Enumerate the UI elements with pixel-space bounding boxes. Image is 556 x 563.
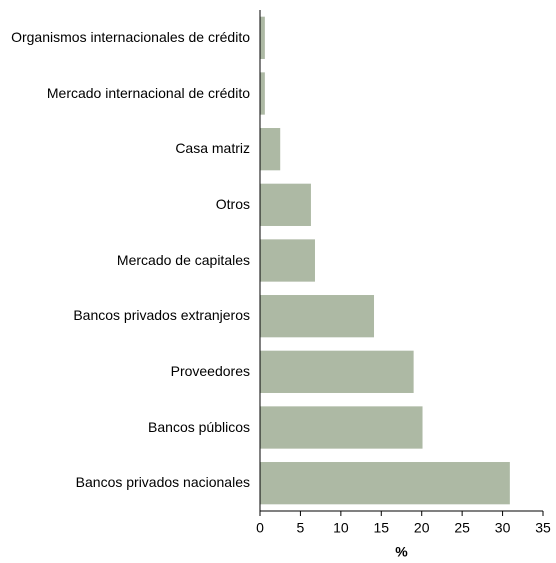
y-tick-label-box: Mercado internacional de crédito	[0, 85, 250, 103]
y-tick-label: Mercado internacional de crédito	[46, 84, 250, 101]
y-tick-label-box: Mercado de capitales	[0, 252, 250, 270]
bar	[260, 16, 265, 59]
x-tick-label: 25	[454, 520, 470, 536]
y-tick-label-box: Proveedores	[0, 363, 250, 381]
y-tick-label: Bancos públicos	[148, 418, 250, 435]
x-tick-label: 10	[333, 520, 349, 536]
y-tick-label: Bancos privados extranjeros	[73, 307, 250, 324]
x-tick-label: 0	[256, 520, 264, 536]
y-tick-label: Bancos privados nacionales	[75, 474, 250, 491]
x-tick-label: 5	[297, 520, 305, 536]
y-tick-label: Casa matriz	[175, 140, 250, 157]
y-tick-label-box: Organismos internacionales de crédito	[0, 29, 250, 47]
x-tick-label: 35	[535, 520, 551, 536]
bar	[260, 350, 414, 393]
x-axis-label: %	[395, 544, 408, 560]
y-tick-label: Otros	[215, 195, 250, 212]
y-tick-label-box: Casa matriz	[0, 140, 250, 158]
y-tick-label: Organismos internacionales de crédito	[11, 28, 250, 45]
y-tick-label-box: Otros	[0, 196, 250, 214]
y-tick-label: Mercado de capitales	[116, 251, 250, 268]
bar	[260, 239, 315, 282]
bar	[260, 183, 311, 226]
bar	[260, 462, 510, 505]
bar	[260, 406, 423, 449]
bar	[260, 72, 265, 115]
x-tick-label: 15	[373, 520, 389, 536]
y-tick-label-box: Bancos privados nacionales	[0, 474, 250, 492]
y-tick-label-box: Bancos privados extranjeros	[0, 307, 250, 325]
y-tick-label-box: Bancos públicos	[0, 419, 250, 437]
bar	[260, 128, 281, 171]
y-tick-label: Proveedores	[170, 362, 250, 379]
bar	[260, 295, 375, 338]
x-tick-label: 30	[495, 520, 511, 536]
x-tick-label: 20	[414, 520, 430, 536]
